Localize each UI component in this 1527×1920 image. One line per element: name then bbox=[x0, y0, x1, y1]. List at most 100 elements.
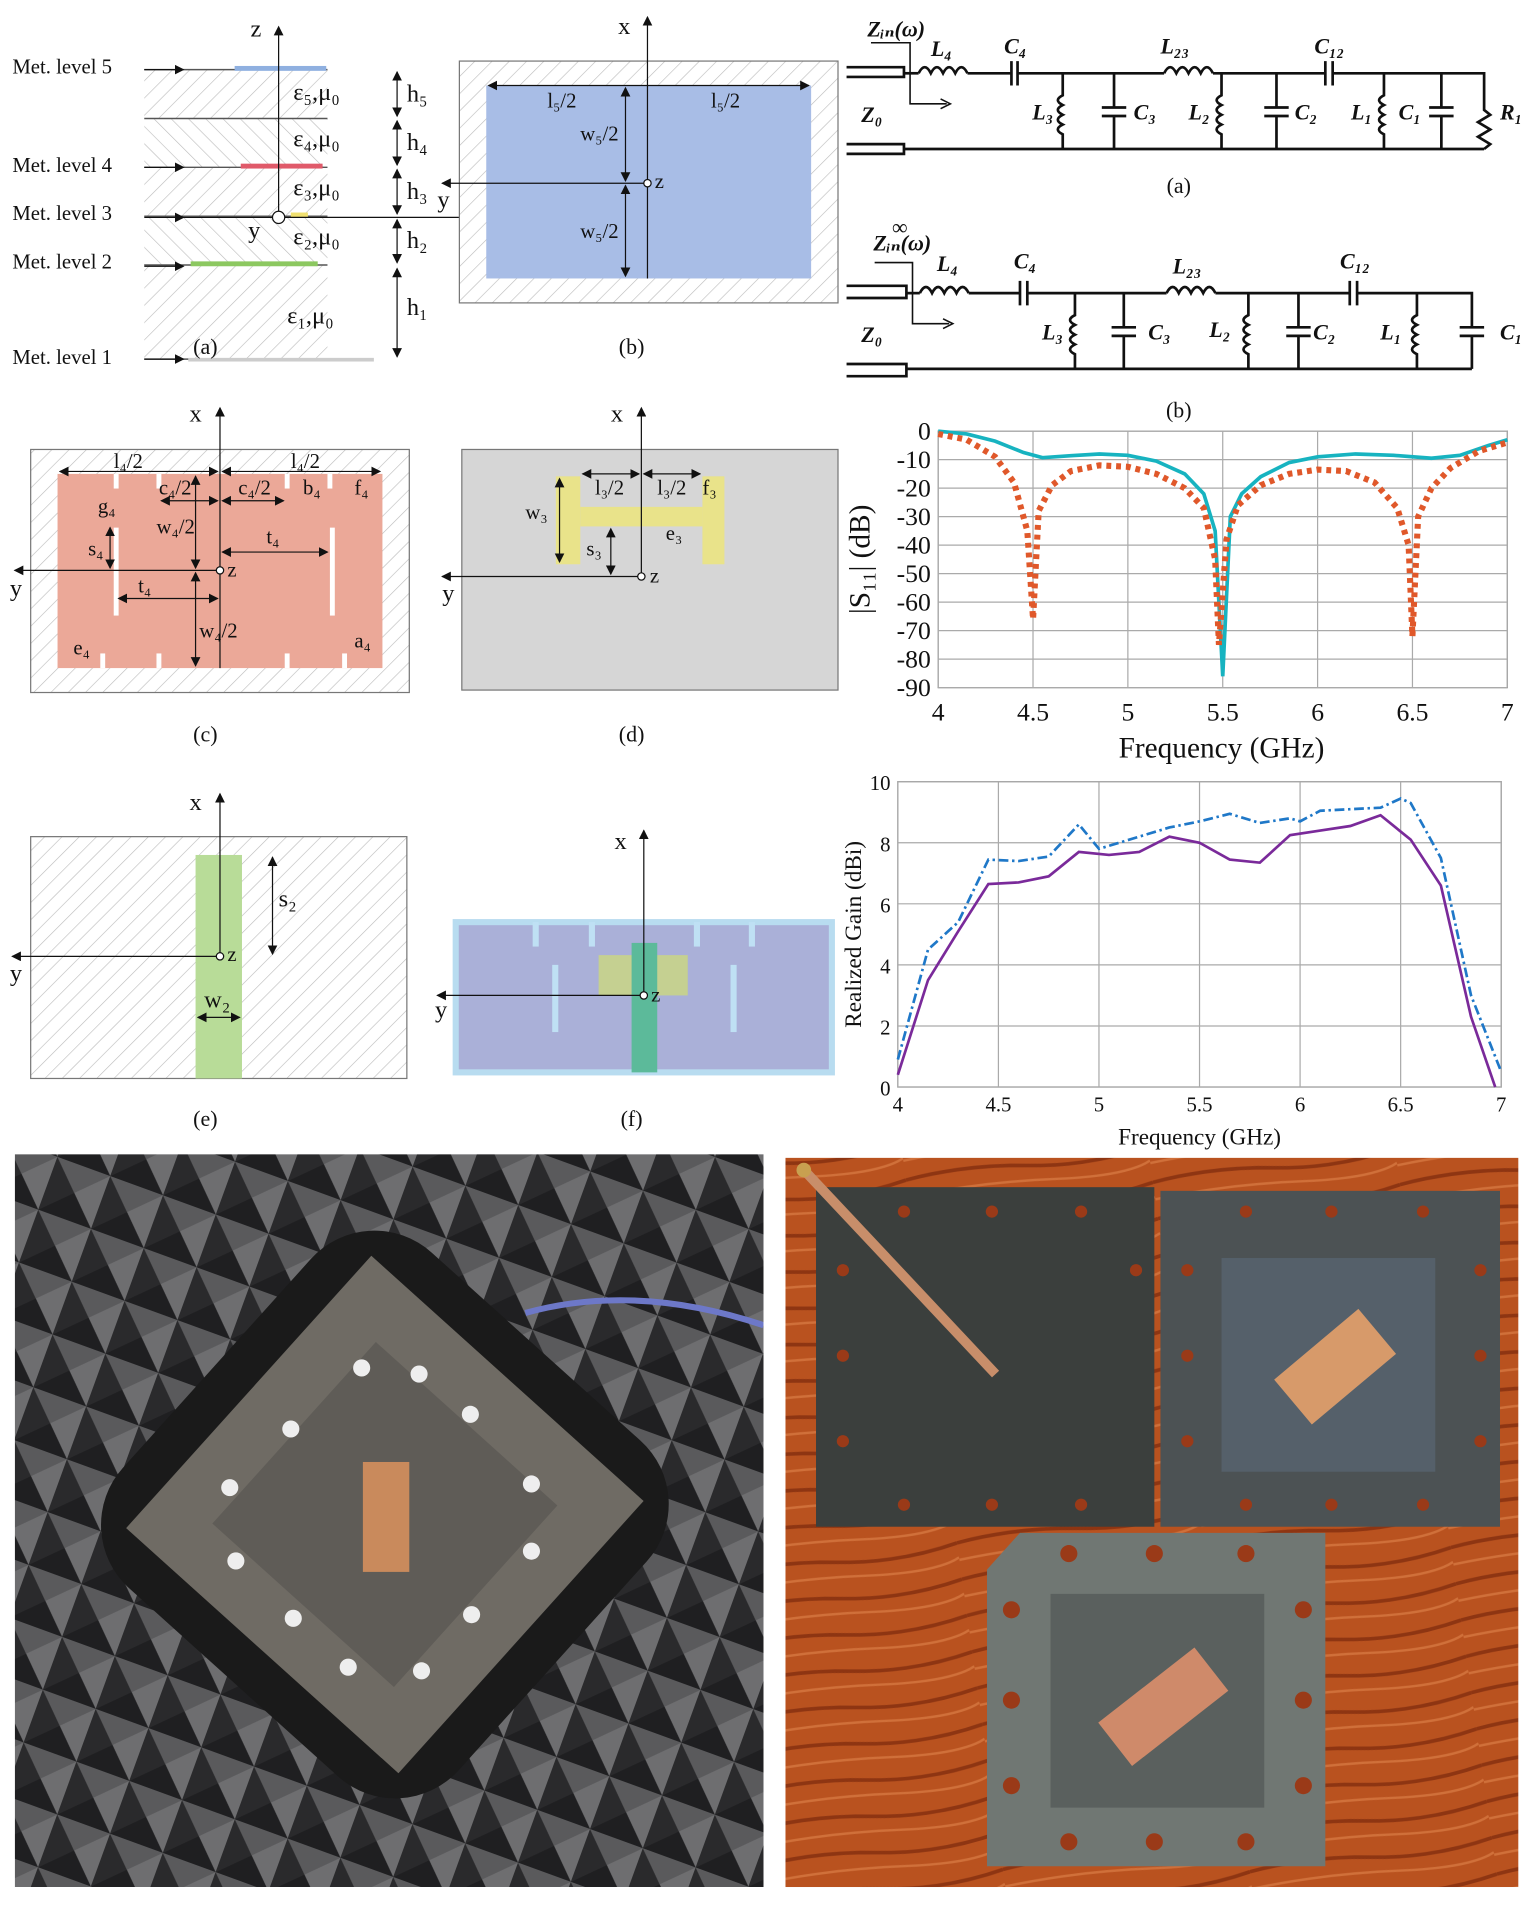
layer-3-label: ε₃,μ₀ bbox=[293, 174, 339, 201]
met-level-5-label: Met. level 5 bbox=[12, 56, 112, 78]
x-label: x bbox=[614, 828, 626, 855]
layer-5 bbox=[144, 69, 328, 119]
z0-label: Z₀ bbox=[860, 102, 882, 127]
L2-label: L₂ bbox=[1208, 317, 1230, 342]
y-label: y bbox=[248, 217, 261, 244]
x-tick-label: 7 bbox=[1501, 698, 1514, 727]
z0-label: Z₀ bbox=[860, 322, 882, 347]
y-axis-label: |S₁₁| (dB) bbox=[845, 505, 877, 614]
y-tick-label: -70 bbox=[897, 616, 931, 645]
x-tick-label: 5 bbox=[1094, 1094, 1104, 1116]
panel-b-top-patch: x y z l₅/2 l₅/2 w₅/2 w₅/2 (b) bbox=[437, 13, 839, 359]
zin-label: Zᵢₙ(ω) bbox=[866, 17, 925, 42]
y-label: y bbox=[10, 960, 23, 987]
series-line-dashdot bbox=[896, 797, 1503, 1073]
y-tick-label: 6 bbox=[880, 895, 890, 917]
y-tick-label: 0 bbox=[880, 1079, 890, 1101]
L3-label: L₃ bbox=[1041, 320, 1063, 345]
circuit-b-labels: Zᵢₙ(ω) ∞ Z₀ L₄ C₄ L₂₃ C₁₂ L₃ C₃ L₂ C₂ L₁… bbox=[860, 215, 1522, 423]
screw-heads bbox=[221, 1359, 540, 1680]
t4-right-label: t₄ bbox=[266, 527, 279, 549]
y-tick-label: -20 bbox=[897, 474, 931, 503]
caption-circuit-a: (a) bbox=[1167, 173, 1191, 198]
capacitor-C1 bbox=[1215, 280, 1485, 369]
y-label: y bbox=[442, 580, 455, 607]
c4-left-label: c₄/2 bbox=[159, 478, 192, 500]
f3-label: f₃ bbox=[702, 478, 716, 500]
feed-line-copper bbox=[802, 1169, 1000, 1378]
h5-label: h₅ bbox=[407, 80, 428, 107]
y-tick-label: -50 bbox=[897, 559, 931, 588]
y-tick-label: 8 bbox=[880, 834, 890, 856]
metal-level-5-patch bbox=[234, 65, 327, 71]
caption-a: (a) bbox=[193, 334, 217, 359]
layer-2 bbox=[144, 216, 328, 266]
zin-inf-superscript: ∞ bbox=[892, 215, 908, 240]
C12-label: C₁₂ bbox=[1314, 34, 1344, 59]
w4-bottom-label: w₄/2 bbox=[199, 621, 237, 643]
L3-label: L₃ bbox=[1031, 100, 1053, 125]
C2-label: C₂ bbox=[1313, 320, 1335, 345]
inductor-L2 bbox=[1215, 73, 1225, 150]
z-label: z bbox=[227, 559, 236, 581]
L4-label: L₄ bbox=[930, 36, 952, 61]
caption-e: (e) bbox=[193, 1106, 217, 1131]
y-label: y bbox=[435, 996, 448, 1023]
layer-1-label: ε₁,μ₀ bbox=[287, 303, 333, 330]
x-tick-label: 6.5 bbox=[1396, 698, 1428, 727]
metal-level-2-feed bbox=[190, 261, 318, 267]
x-tick-label: 5.5 bbox=[1187, 1094, 1213, 1116]
t4-left-label: t₄ bbox=[138, 575, 151, 597]
panel-d-h-slot: x y z w₃ l₃/2 l₃/2 f₃ e₃ s₃ (d) bbox=[441, 400, 839, 746]
L1-label: L₁ bbox=[1379, 320, 1401, 345]
w4-top-label: w₄/2 bbox=[156, 517, 194, 539]
h1-label: h₁ bbox=[407, 294, 428, 321]
layer-1 bbox=[144, 265, 328, 360]
C4-label: C₄ bbox=[1014, 249, 1036, 274]
panel-e-feed-line: x y z s₂ w₂ (e) bbox=[10, 789, 408, 1131]
copper-feed bbox=[362, 1461, 410, 1572]
x-tick-label: 4 bbox=[932, 698, 945, 727]
layer-2-label: ε₂,μ₀ bbox=[293, 223, 339, 250]
met-level-2-label: Met. level 2 bbox=[12, 252, 112, 274]
L2-label: L₂ bbox=[1188, 100, 1210, 125]
x-tick-label: 5 bbox=[1121, 698, 1134, 727]
caption-c: (c) bbox=[193, 721, 217, 746]
circuit-a bbox=[846, 41, 1493, 156]
w5-bottom-label: w₅/2 bbox=[580, 221, 618, 243]
L4-label: L₄ bbox=[936, 251, 958, 276]
circuit-b bbox=[846, 261, 1485, 378]
inductor-L4 bbox=[917, 65, 969, 77]
x-tick-label: 6 bbox=[1311, 698, 1324, 727]
z-label: z bbox=[251, 16, 262, 43]
y-tick-label: 2 bbox=[880, 1018, 890, 1040]
y-tick-label: -80 bbox=[897, 645, 931, 674]
C3-label: C₃ bbox=[1134, 100, 1156, 125]
caption-circuit-b: (b) bbox=[1166, 398, 1192, 423]
l3-left-label: l₃/2 bbox=[595, 478, 624, 500]
y-label: y bbox=[437, 187, 450, 214]
l3-right-label: l₃/2 bbox=[657, 478, 686, 500]
b4-label: b₄ bbox=[303, 478, 321, 500]
inductor-L1 bbox=[1377, 73, 1387, 150]
panel-a-stackup: Met. level 5 Met. level 4 Met. level 3 M… bbox=[12, 16, 501, 369]
z-label: z bbox=[655, 171, 664, 193]
x-axis-label: Frequency (GHz) bbox=[1119, 732, 1325, 764]
capacitor-C2 bbox=[1264, 73, 1289, 150]
s2-label: s₂ bbox=[279, 885, 297, 912]
e3-label: e₃ bbox=[666, 523, 682, 545]
x-tick-label: 5.5 bbox=[1207, 698, 1239, 727]
w5-top-label: w₅/2 bbox=[580, 123, 618, 145]
coax-cable bbox=[524, 1297, 764, 1329]
feed-line bbox=[195, 854, 242, 1079]
x-tick-label: 6 bbox=[1295, 1094, 1305, 1116]
x-tick-label: 4.5 bbox=[1017, 698, 1049, 727]
circuit-a-labels: Zᵢₙ(ω) Z₀ L₄ C₄ L₂₃ C₁₂ L₃ C₃ L₂ C₂ L₁ C… bbox=[860, 17, 1522, 198]
z-label: z bbox=[650, 566, 659, 588]
y-tick-label: -90 bbox=[897, 673, 931, 702]
photo-fabricated-layers bbox=[785, 1157, 1519, 1888]
L1-label: L₁ bbox=[1350, 100, 1372, 125]
l5-right-label: l₅/2 bbox=[711, 90, 740, 112]
s3-label: s₃ bbox=[586, 539, 601, 561]
